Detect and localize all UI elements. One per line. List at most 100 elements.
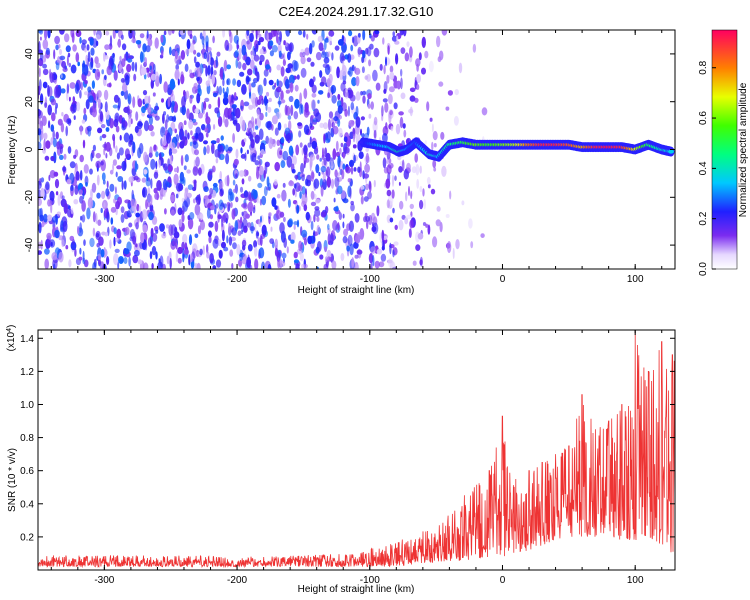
noise-speck [356, 249, 363, 255]
noise-speck [427, 224, 431, 235]
noise-speck [159, 73, 163, 85]
noise-speck [439, 50, 444, 61]
noise-speck [272, 138, 276, 148]
noise-speck [44, 102, 48, 108]
noise-speck [367, 93, 372, 100]
noise-speck [365, 183, 370, 190]
noise-speck [389, 261, 396, 269]
noise-speck [103, 89, 109, 101]
noise-speck [276, 193, 281, 199]
noise-speck [236, 79, 242, 88]
noise-speck [345, 166, 351, 174]
noise-speck [170, 194, 175, 202]
noise-speck [208, 221, 214, 228]
noise-speck [432, 130, 438, 141]
noise-speck [286, 246, 289, 254]
noise-speck [181, 105, 186, 116]
noise-speck [78, 256, 83, 261]
noise-speck [426, 101, 430, 112]
noise-speck [438, 81, 444, 87]
noise-speck [347, 178, 352, 183]
noise-speck [52, 137, 57, 148]
noise-speck [200, 213, 204, 221]
noise-speck [228, 222, 231, 235]
noise-speck [57, 194, 61, 206]
noise-speck [452, 247, 455, 260]
y-tick-label: -40 [24, 237, 35, 252]
noise-speck [267, 182, 272, 191]
noise-speck [54, 106, 58, 115]
noise-speck [130, 198, 135, 208]
noise-speck [106, 211, 110, 223]
noise-speck [317, 35, 324, 43]
noise-speck [293, 259, 300, 264]
noise-speck [247, 222, 252, 228]
x-tick-label: -100 [360, 274, 380, 285]
noise-speck [342, 152, 345, 159]
y-tick-label: 0.6 [20, 466, 34, 477]
noise-speck [144, 57, 148, 65]
noise-speck [82, 257, 86, 265]
noise-speck [188, 234, 193, 246]
noise-speck [59, 30, 65, 35]
noise-speck [115, 125, 120, 133]
noise-speck [256, 166, 259, 173]
noise-speck [120, 78, 126, 83]
noise-speck [398, 219, 404, 231]
noise-speck [70, 185, 74, 192]
noise-speck [251, 152, 257, 163]
noise-speck [250, 138, 255, 149]
noise-speck [101, 172, 106, 181]
noise-speck [152, 63, 156, 74]
noise-speck [309, 156, 313, 168]
noise-speck [85, 99, 90, 110]
noise-speck [341, 102, 347, 112]
noise-speck [171, 148, 178, 154]
noise-speck [281, 252, 287, 259]
noise-speck [427, 184, 431, 189]
noise-speck [112, 133, 116, 142]
noise-speck [408, 185, 410, 197]
noise-speck [156, 191, 159, 201]
noise-speck [309, 122, 313, 129]
noise-speck [86, 207, 91, 220]
noise-speck [105, 152, 108, 159]
noise-speck [160, 126, 166, 138]
noise-speck [39, 93, 44, 105]
noise-speck [382, 98, 388, 103]
noise-speck [132, 141, 136, 154]
noise-speck [120, 90, 125, 96]
noise-speck [212, 265, 217, 269]
noise-speck [166, 132, 171, 144]
noise-speck [115, 30, 119, 34]
noise-speck [59, 55, 66, 61]
noise-speck [271, 45, 278, 53]
noise-speck [143, 151, 148, 163]
x-tick-label: -200 [227, 575, 247, 586]
noise-speck [192, 141, 199, 149]
noise-speck [419, 165, 422, 174]
noise-speck [216, 51, 221, 57]
noise-speck [400, 77, 403, 90]
noise-speck [297, 185, 303, 192]
noise-speck [362, 30, 366, 41]
noise-speck [341, 169, 345, 180]
noise-speck [411, 166, 417, 174]
noise-speck [366, 220, 369, 230]
noise-speck [205, 65, 208, 77]
noise-speck [309, 78, 314, 88]
noise-speck [409, 219, 414, 229]
noise-speck [228, 236, 233, 246]
noise-speck [409, 87, 416, 93]
noise-speck [69, 105, 74, 112]
noise-speck [48, 174, 51, 181]
noise-speck [249, 226, 256, 232]
noise-speck [205, 35, 209, 47]
noise-speck [193, 82, 198, 90]
noise-speck [127, 58, 133, 63]
noise-speck [406, 162, 411, 172]
noise-speck [337, 172, 340, 177]
noise-speck [315, 51, 322, 61]
noise-speck [106, 180, 109, 189]
noise-speck [241, 44, 247, 56]
